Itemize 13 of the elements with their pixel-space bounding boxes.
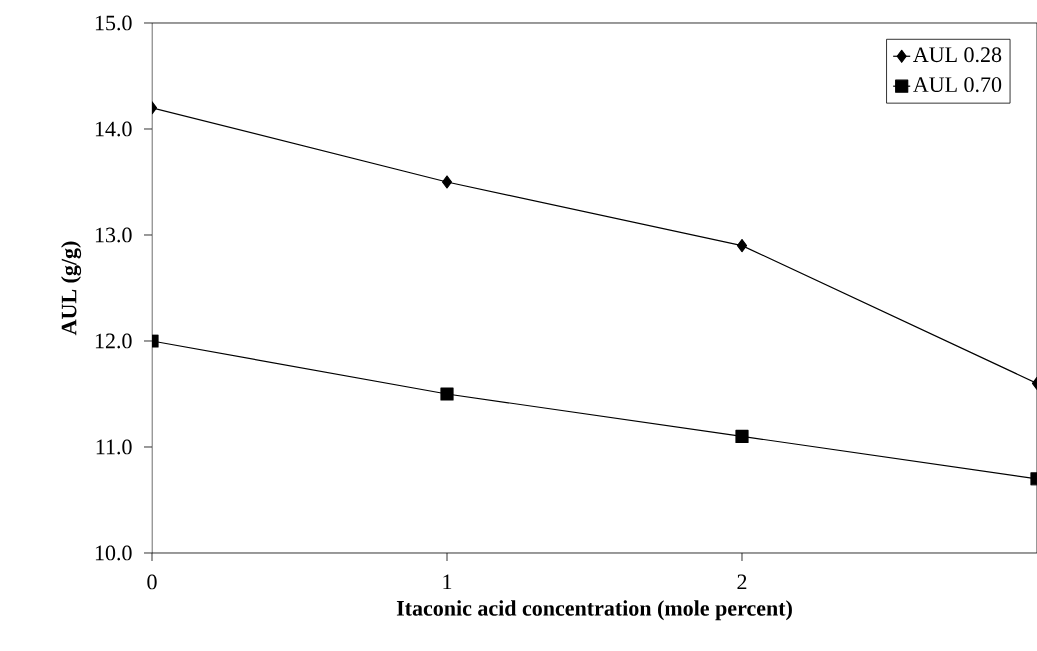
legend-label: AUL 0.28 — [913, 47, 1002, 63]
y-tick-label: 11.0 — [96, 439, 132, 455]
y-tick-label: 13.0 — [95, 227, 132, 243]
x-tick-label: 1 — [443, 574, 452, 590]
x-axis-title: Itaconic acid concentration (mole percent) — [396, 600, 792, 621]
y-tick-label: 12.0 — [95, 333, 132, 349]
x-tick-label: 2 — [737, 574, 747, 590]
y-tick-label: 10.0 — [95, 545, 132, 561]
y-axis-title: AUL (g/g) — [61, 241, 82, 336]
y-tick-label: 14.0 — [95, 121, 132, 137]
y-tick-label: 15.0 — [95, 15, 132, 31]
legend-label: AUL 0.70 — [913, 77, 1002, 93]
x-tick-label: 0 — [147, 574, 157, 590]
